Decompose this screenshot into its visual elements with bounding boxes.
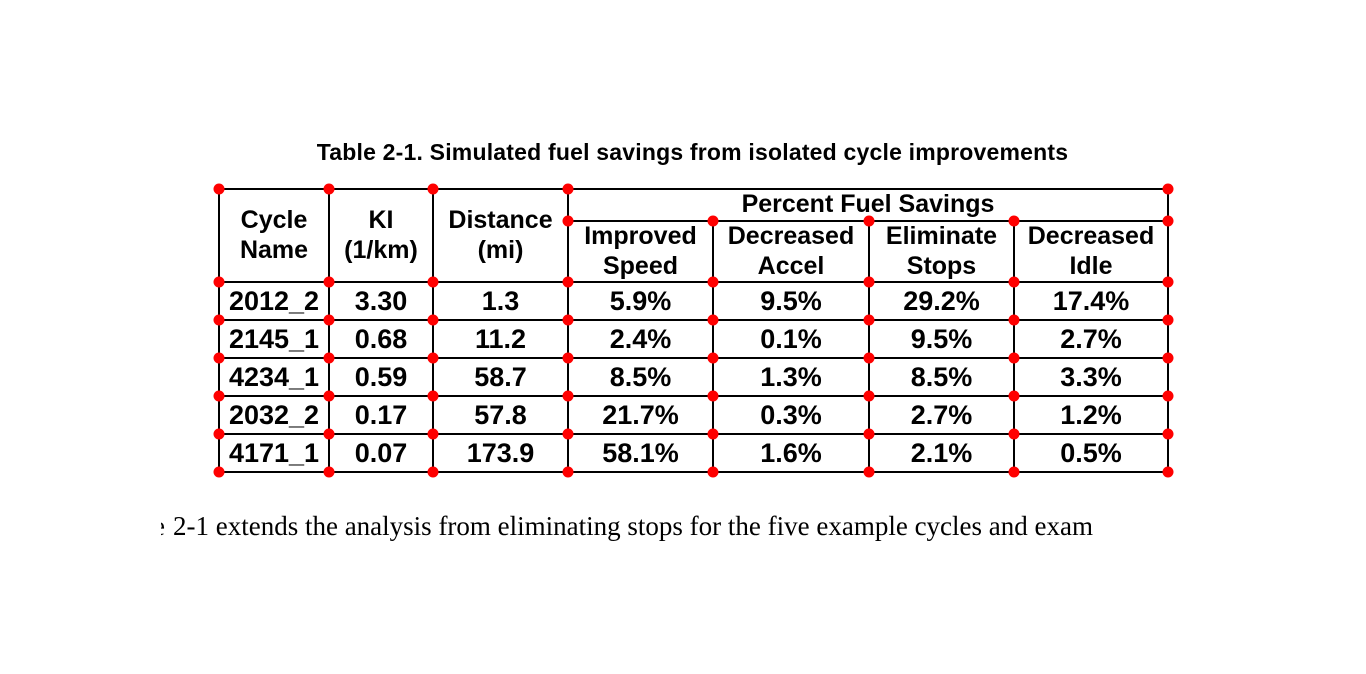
cell-improved-speed: 58.1%: [567, 433, 714, 473]
cell-ki: 0.59: [328, 357, 434, 397]
table-row: 4171_1 0.07 173.9 58.1% 1.6% 2.1% 0.5%: [218, 433, 1169, 473]
col-header-distance: Distance (mi): [432, 188, 569, 283]
body-text-line: e 2-1 extends the analysis from eliminati…: [161, 511, 1093, 542]
table-row: 4234_1 0.59 58.7 8.5% 1.3% 8.5% 3.3%: [218, 357, 1169, 397]
cell-distance: 11.2: [432, 319, 569, 359]
cell-improved-speed: 8.5%: [567, 357, 714, 397]
cell-decreased-idle: 1.2%: [1013, 395, 1169, 435]
cell-improved-speed: 21.7%: [567, 395, 714, 435]
col-header-ki: KI (1/km): [328, 188, 434, 283]
cell-decreased-accel: 9.5%: [712, 281, 870, 321]
cell-cycle-name: 2012_2: [218, 281, 330, 321]
table-row: 2032_2 0.17 57.8 21.7% 0.3% 2.7% 1.2%: [218, 395, 1169, 435]
table-row: 2012_2 3.30 1.3 5.9% 9.5% 29.2% 17.4%: [218, 281, 1169, 321]
cell-distance: 173.9: [432, 433, 569, 473]
cell-ki: 0.17: [328, 395, 434, 435]
cell-eliminate-stops: 29.2%: [868, 281, 1015, 321]
cell-distance: 1.3: [432, 281, 569, 321]
cell-ki: 3.30: [328, 281, 434, 321]
cell-distance: 57.8: [432, 395, 569, 435]
fuel-savings-table: Cycle Name KI (1/km) Distance (mi) Perce…: [218, 188, 1169, 473]
cell-decreased-idle: 3.3%: [1013, 357, 1169, 397]
cell-cycle-name: 2145_1: [218, 319, 330, 359]
clipped-letter-fragment: e: [161, 511, 165, 542]
cell-decreased-accel: 0.3%: [712, 395, 870, 435]
cell-cycle-name: 4234_1: [218, 357, 330, 397]
table-row: 2145_1 0.68 11.2 2.4% 0.1% 9.5% 2.7%: [218, 319, 1169, 359]
table-header-row-2: Improved Speed Decreased Accel Eliminate…: [219, 220, 1169, 283]
cell-decreased-idle: 0.5%: [1013, 433, 1169, 473]
cell-decreased-idle: 2.7%: [1013, 319, 1169, 359]
cell-eliminate-stops: 2.1%: [868, 433, 1015, 473]
cell-decreased-accel: 1.3%: [712, 357, 870, 397]
cell-decreased-accel: 0.1%: [712, 319, 870, 359]
cell-eliminate-stops: 9.5%: [868, 319, 1015, 359]
cell-cycle-name: 2032_2: [218, 395, 330, 435]
col-header-improved-speed: Improved Speed: [567, 220, 714, 283]
cell-eliminate-stops: 8.5%: [868, 357, 1015, 397]
body-text: 2-1 extends the analysis from eliminatin…: [173, 511, 1093, 541]
annotated-table: Cycle Name KI (1/km) Distance (mi) Perce…: [213, 183, 1174, 478]
cell-distance: 58.7: [432, 357, 569, 397]
cell-ki: 0.07: [328, 433, 434, 473]
cell-improved-speed: 5.9%: [567, 281, 714, 321]
cell-decreased-accel: 1.6%: [712, 433, 870, 473]
col-header-decreased-accel: Decreased Accel: [712, 220, 870, 283]
col-header-cycle-name: Cycle Name: [218, 188, 330, 283]
cell-decreased-idle: 17.4%: [1013, 281, 1169, 321]
group-header-percent-fuel-savings: Percent Fuel Savings: [567, 188, 1169, 222]
col-header-decreased-idle: Decreased Idle: [1013, 220, 1169, 283]
cell-improved-speed: 2.4%: [567, 319, 714, 359]
cell-eliminate-stops: 2.7%: [868, 395, 1015, 435]
col-header-eliminate-stops: Eliminate Stops: [868, 220, 1015, 283]
table-header-row-1: Cycle Name KI (1/km) Distance (mi) Perce…: [218, 188, 1169, 283]
table-title: Table 2-1. Simulated fuel savings from i…: [316, 139, 1069, 165]
cell-cycle-name: 4171_1: [218, 433, 330, 473]
cell-ki: 0.68: [328, 319, 434, 359]
